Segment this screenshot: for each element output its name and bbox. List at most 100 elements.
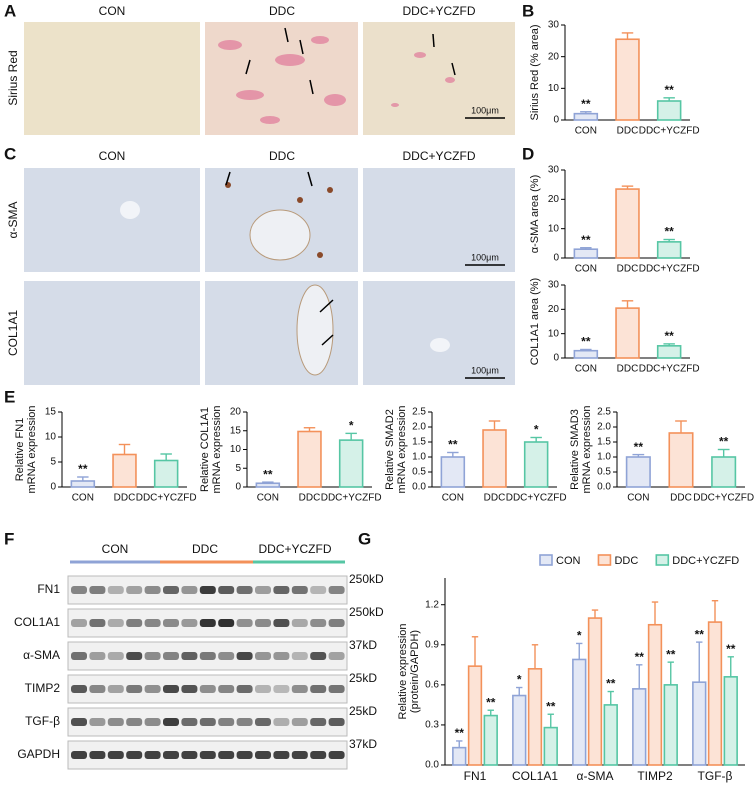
significance: ** (486, 695, 496, 709)
bar (587, 617, 603, 766)
x-tick-label: DDC (114, 493, 136, 504)
group-header: CON (102, 542, 129, 556)
y-axis-label: (protein/GAPDH) (409, 630, 421, 713)
scale-bar-label: 100μm (471, 105, 499, 115)
y-tick-label: 20 (548, 51, 560, 62)
y-tick-label: 1.5 (597, 437, 611, 448)
blot-band (71, 652, 87, 660)
y-tick-label: 1.5 (412, 437, 426, 448)
y-tick-label: 10 (45, 432, 57, 443)
x-tick-label: DDC (484, 493, 506, 504)
blot-band (236, 718, 253, 726)
group-header: DDC+YCZFD (258, 542, 331, 556)
blot-strip (67, 674, 348, 704)
y-tick-label: 0.0 (412, 482, 426, 493)
bar (512, 694, 527, 766)
bar (572, 658, 587, 766)
blot-band (236, 751, 253, 759)
blot-band (236, 652, 253, 660)
row-label: α-SMA (6, 202, 20, 239)
significance: ** (635, 650, 645, 664)
blot-band (218, 685, 235, 693)
y-tick-label: 10 (548, 328, 560, 339)
bar (112, 453, 137, 488)
bar (615, 38, 640, 121)
blot-band (199, 619, 216, 627)
bar (692, 681, 707, 766)
bar (452, 746, 467, 766)
blot-band (328, 586, 345, 594)
protein-label: TGF-β (25, 714, 60, 728)
x-tick-label: DDC+YCZFD (136, 493, 197, 504)
blot-band (126, 718, 143, 726)
blot-band (89, 718, 106, 726)
panel-label: A (4, 1, 16, 20)
blot-band (255, 652, 271, 660)
blot-band (89, 751, 106, 759)
y-tick-label: 2.0 (597, 422, 611, 433)
bar (467, 665, 483, 766)
x-tick-label: DDC (670, 493, 692, 504)
blot-band (199, 751, 216, 759)
y-tick-label: 20 (230, 407, 242, 418)
y-tick-label: 0 (50, 482, 56, 493)
x-tick-label: CON (575, 364, 597, 375)
arrows (245, 27, 456, 95)
column-header: DDC+YCZFD (402, 4, 475, 18)
blot-band (310, 619, 327, 627)
significance: ** (695, 627, 705, 641)
column-header: DDC (269, 4, 295, 18)
blot-band (255, 586, 271, 594)
blot-band (291, 619, 308, 627)
bar (297, 430, 322, 488)
y-axis-label: Relative FN1 (14, 418, 26, 482)
blot-band (89, 619, 106, 627)
blot-band (255, 685, 271, 693)
column-header: DDC (269, 149, 295, 163)
blot-band (273, 718, 290, 726)
blot-band (273, 586, 290, 594)
size-marker: 37kD (349, 737, 377, 751)
bar (668, 432, 694, 488)
y-tick-label: 0.0 (597, 482, 611, 493)
x-tick-label: CON (257, 493, 279, 504)
blot-band (144, 652, 161, 660)
blot-band (218, 718, 235, 726)
y-axis-label: Relative COL1A1 (199, 407, 211, 492)
blot-band (107, 718, 124, 726)
legend-swatch (539, 554, 553, 566)
blot-band (273, 751, 290, 759)
y-tick-label: 10 (548, 223, 560, 234)
blot-band (163, 718, 179, 726)
row-label: COL1A1 (6, 310, 20, 356)
bar (255, 482, 281, 488)
column-header: DDC+YCZFD (402, 149, 475, 163)
significance: ** (664, 83, 674, 97)
blot-band (181, 751, 198, 759)
x-tick-label: DDC+YCZFD (506, 493, 567, 504)
size-marker: 250kD (349, 605, 384, 619)
stain-spots (218, 36, 455, 124)
significance: ** (581, 233, 591, 247)
y-tick-label: 5 (235, 463, 241, 474)
scale-bar-label: 100μm (471, 365, 499, 375)
x-tick-label: CON (575, 264, 597, 275)
y-tick-label: 30 (548, 165, 560, 176)
y-tick-label: 0.5 (597, 467, 611, 478)
significance: * (517, 673, 522, 687)
size-marker: 25kD (349, 671, 377, 685)
panel-label: E (4, 387, 15, 406)
x-tick-label: CON (575, 126, 597, 137)
significance: * (577, 629, 582, 643)
bar (482, 429, 507, 488)
blot-band (328, 619, 345, 627)
y-axis-label: Relative expression (397, 624, 409, 720)
y-tick-label: 0 (553, 253, 559, 264)
panel-label: D (522, 144, 534, 163)
y-axis-label: Relative SMAD2 (384, 409, 396, 490)
y-axis-label: Sirius Red (% area) (529, 25, 541, 121)
bar (523, 441, 549, 488)
blot-band (163, 652, 179, 660)
blot-band (107, 751, 124, 759)
legend-label: DDC (614, 555, 638, 567)
